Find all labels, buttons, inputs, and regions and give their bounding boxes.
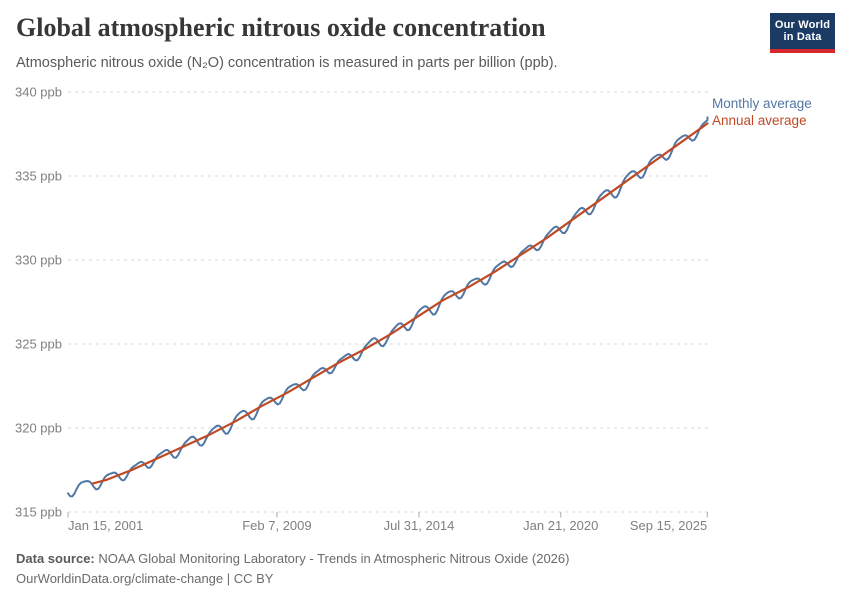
legend-item-annual-average[interactable]: Annual average bbox=[712, 113, 807, 128]
plot-area[interactable] bbox=[68, 92, 708, 512]
y-axis-tick-label: 325 ppb bbox=[15, 337, 62, 352]
annual-average-line[interactable] bbox=[91, 122, 709, 485]
legend-item-monthly-average[interactable]: Monthly average bbox=[712, 96, 812, 111]
chart-footer: Data source: NOAA Global Monitoring Labo… bbox=[16, 549, 796, 589]
y-axis-tick-label: 315 ppb bbox=[15, 505, 62, 520]
y-axis-tick-label: 320 ppb bbox=[15, 421, 62, 436]
x-axis-tick-label: Feb 7, 2009 bbox=[242, 518, 311, 533]
page-title: Global atmospheric nitrous oxide concent… bbox=[16, 13, 546, 42]
x-axis-tick-label: Jul 31, 2014 bbox=[384, 518, 455, 533]
data-source-label: Data source: bbox=[16, 551, 95, 566]
x-axis-tick-label: Sep 15, 2025 bbox=[630, 518, 707, 533]
y-axis-tick-label: 340 ppb bbox=[15, 85, 62, 100]
data-source-line: Data source: NOAA Global Monitoring Labo… bbox=[16, 549, 796, 569]
x-axis-tick-label: Jan 15, 2001 bbox=[68, 518, 143, 533]
y-axis-tick-label: 335 ppb bbox=[15, 169, 62, 184]
owid-logo-text-line2: in Data bbox=[783, 31, 822, 43]
owid-logo-text-line1: Our World bbox=[774, 18, 831, 31]
owid-logo[interactable]: Our World in Data bbox=[770, 13, 835, 53]
data-source-text: NOAA Global Monitoring Laboratory - Tren… bbox=[94, 551, 570, 566]
monthly-average-line[interactable] bbox=[67, 116, 709, 498]
chart-subtitle: Atmospheric nitrous oxide (N₂O) concentr… bbox=[16, 55, 558, 71]
x-axis-tick-label: Jan 21, 2020 bbox=[523, 518, 598, 533]
license-line: OurWorldinData.org/climate-change | CC B… bbox=[16, 571, 274, 586]
y-axis-tick-label: 330 ppb bbox=[15, 253, 62, 268]
